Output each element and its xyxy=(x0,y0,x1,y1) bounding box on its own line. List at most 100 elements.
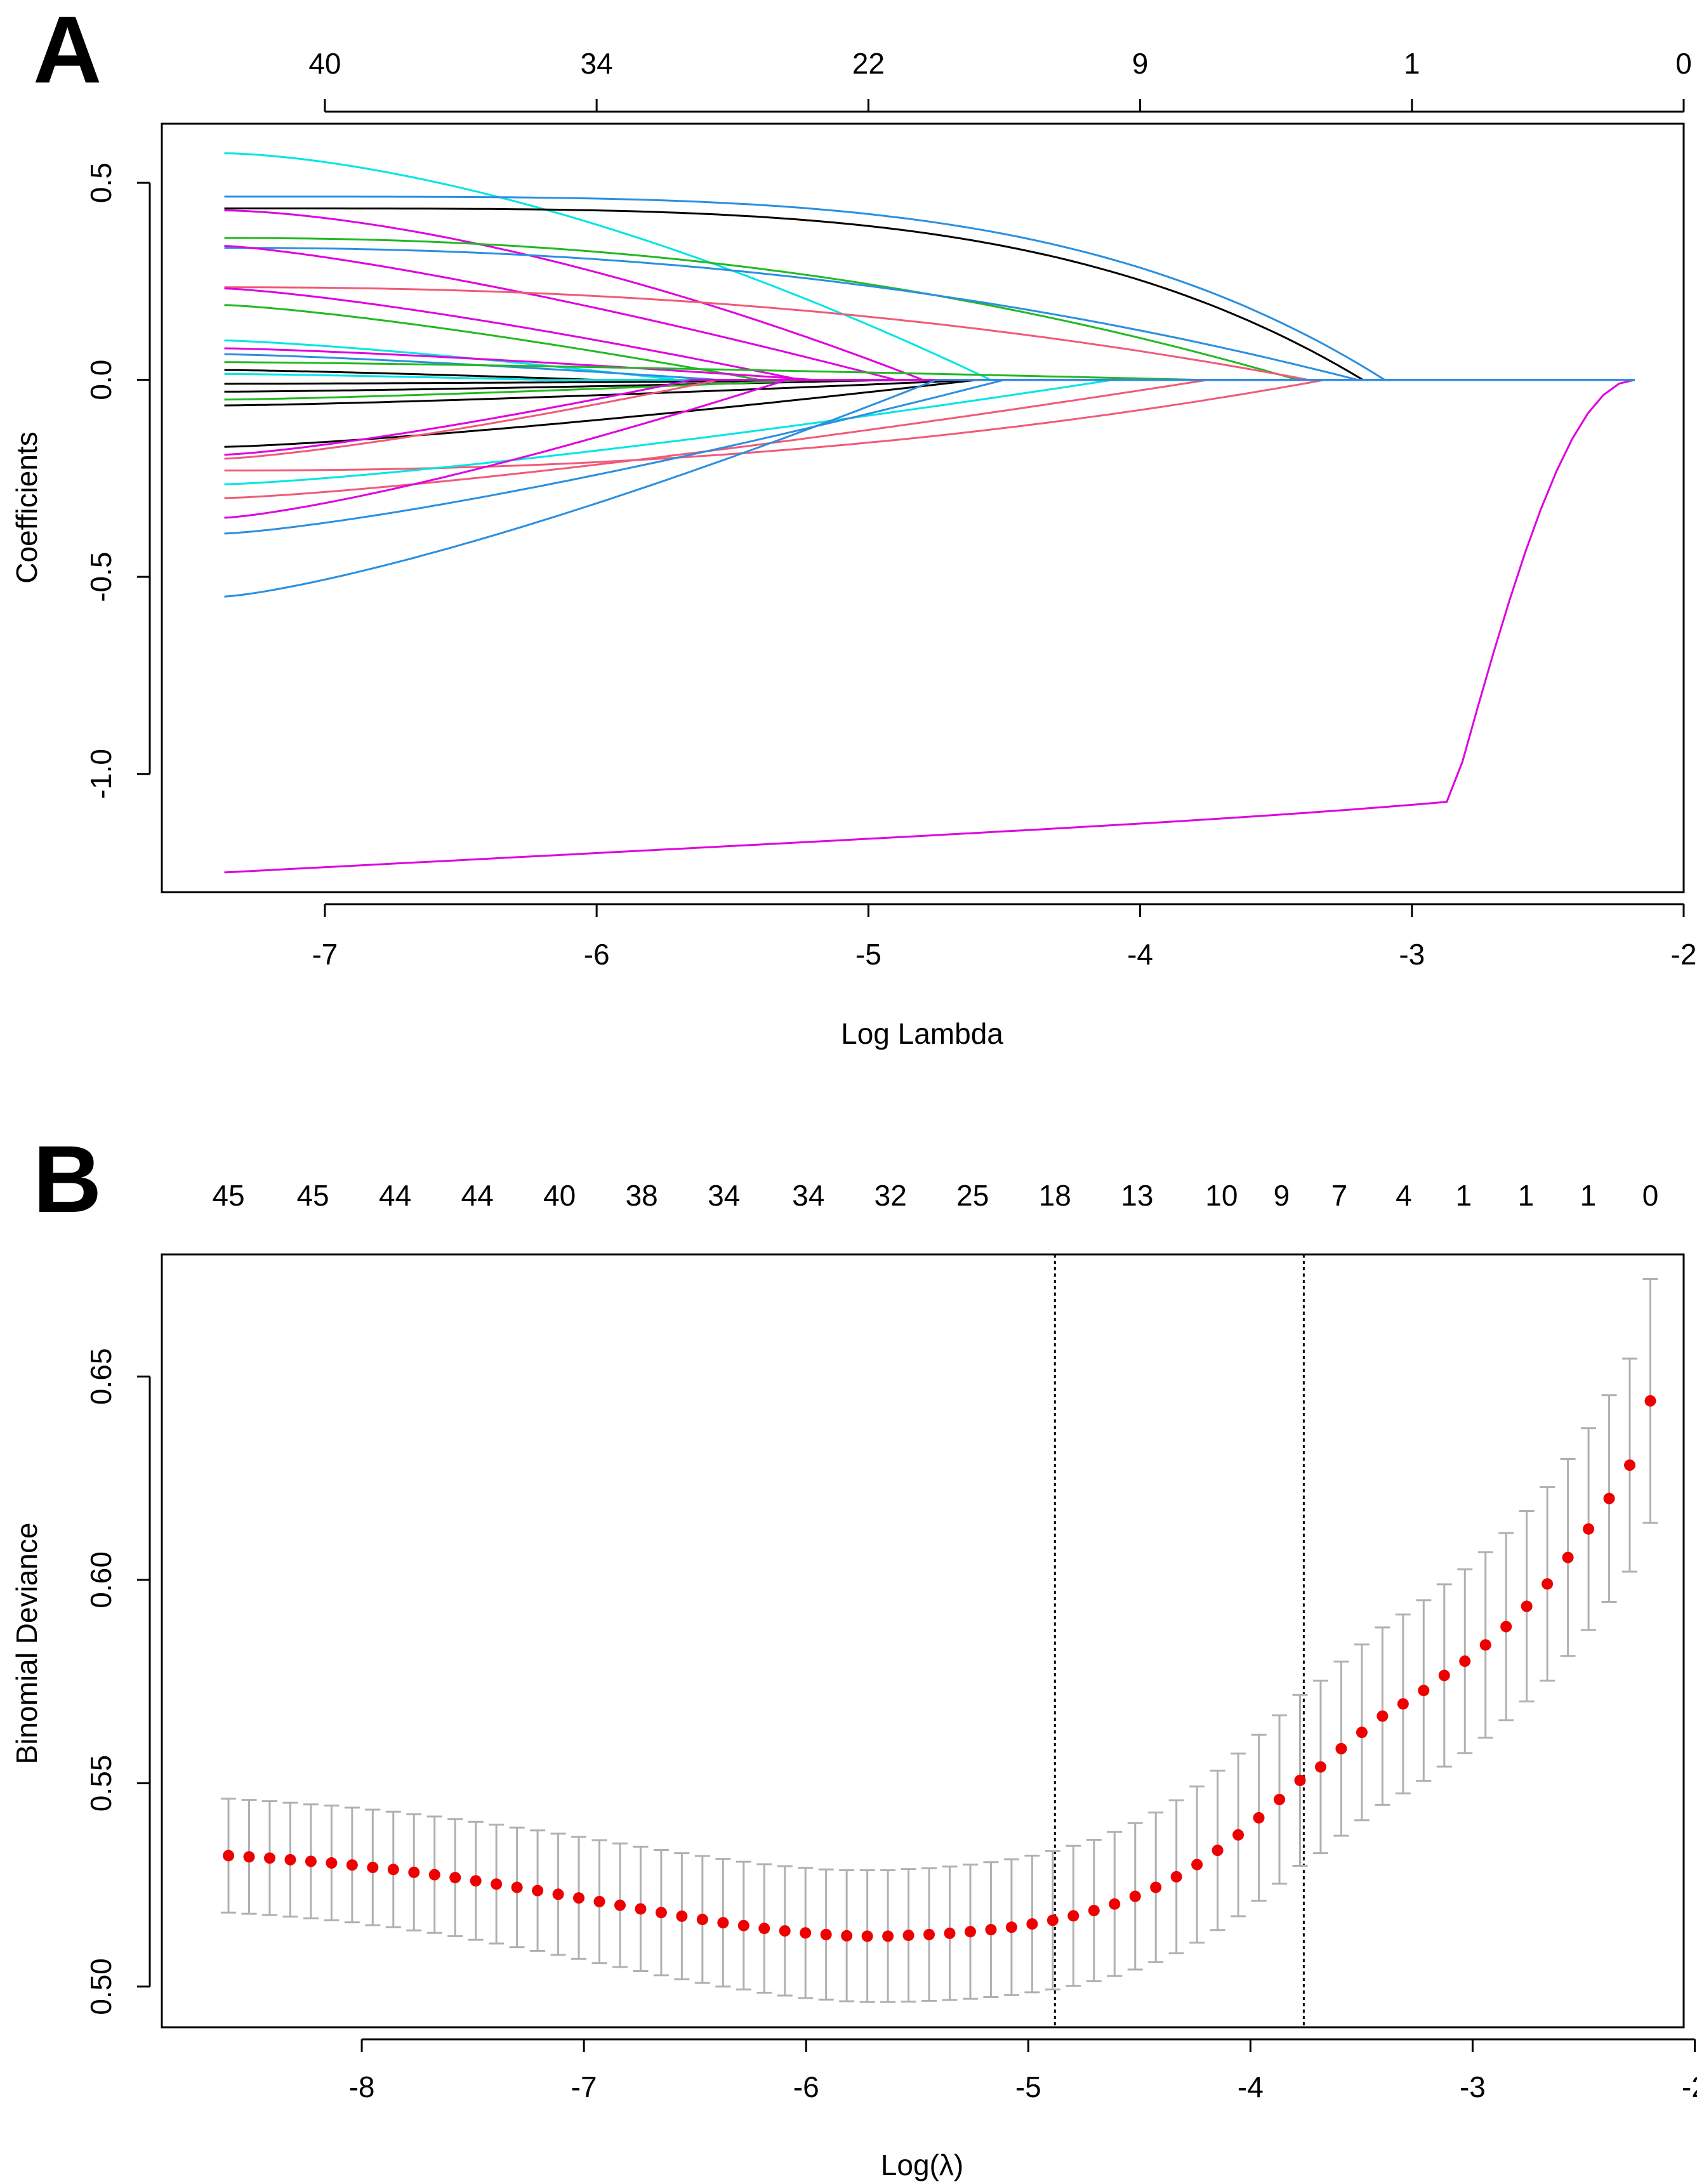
deviance-point xyxy=(326,1857,338,1869)
deviance-point xyxy=(1397,1698,1409,1710)
x-tick-label: -2 xyxy=(1671,938,1697,971)
deviance-point xyxy=(1644,1395,1656,1407)
deviance-point xyxy=(1500,1621,1512,1633)
panel-b-error-bars xyxy=(221,1277,1658,2003)
deviance-point xyxy=(1294,1774,1306,1786)
coef-path-24 xyxy=(224,379,1635,456)
top-count-label: 34 xyxy=(792,1179,824,1212)
panel-b-top-axis: 45 45 44 44 40 38 34 34 32 25 18 13 10 9 7 4 1 1 1 0 xyxy=(212,1179,1658,1212)
top-count-label: 45 xyxy=(212,1179,244,1212)
deviance-point xyxy=(573,1892,585,1904)
deviance-point xyxy=(1377,1710,1389,1722)
deviance-point xyxy=(532,1885,544,1897)
deviance-point xyxy=(449,1872,461,1884)
deviance-point xyxy=(737,1919,749,1931)
deviance-point xyxy=(841,1930,853,1942)
top-count-label: 44 xyxy=(461,1179,494,1212)
y-tick-label: 0.0 xyxy=(84,360,117,400)
deviance-point xyxy=(779,1925,791,1937)
deviance-point xyxy=(1005,1921,1017,1933)
y-tick-label: 0.60 xyxy=(84,1551,117,1608)
deviance-point xyxy=(1109,1898,1121,1910)
coef-path-15 xyxy=(224,361,1635,381)
deviance-point xyxy=(346,1859,358,1871)
deviance-point xyxy=(820,1928,832,1940)
deviance-point xyxy=(1232,1829,1245,1841)
deviance-point xyxy=(1521,1600,1533,1612)
coef-path-27 xyxy=(224,379,1635,499)
y-tick-label: -0.5 xyxy=(84,552,117,602)
coef-path-19 xyxy=(224,379,1635,393)
panel-b-letter: B xyxy=(33,1126,102,1232)
top-count-label: 45 xyxy=(296,1179,329,1212)
deviance-point xyxy=(1479,1639,1491,1651)
top-count-label: 1 xyxy=(1580,1179,1597,1212)
panel-b-points xyxy=(223,1395,1656,1942)
coef-path-25 xyxy=(224,379,1635,471)
panel-a-x-title: Log Lambda xyxy=(841,1017,1003,1050)
deviance-point xyxy=(408,1866,420,1878)
coef-path-26 xyxy=(224,379,1635,485)
deviance-point xyxy=(696,1914,708,1926)
coef-path-1 xyxy=(224,379,1635,874)
x-tick-label: -3 xyxy=(1399,938,1425,971)
x-tick-label: -7 xyxy=(312,938,338,971)
top-count-label: 7 xyxy=(1331,1179,1348,1212)
x-tick-label: -4 xyxy=(1238,2070,1264,2103)
y-tick-label: -1.0 xyxy=(84,749,117,799)
top-count-label: 18 xyxy=(1039,1179,1071,1212)
top-tick-label: 40 xyxy=(308,47,341,80)
deviance-point xyxy=(1356,1727,1368,1739)
deviance-point xyxy=(243,1851,255,1863)
panel-a-letter: A xyxy=(33,0,102,103)
deviance-point xyxy=(944,1927,956,1939)
deviance-point xyxy=(305,1855,317,1867)
deviance-point xyxy=(511,1881,523,1893)
top-tick-label: 9 xyxy=(1132,47,1149,80)
x-tick-label: -4 xyxy=(1127,938,1153,971)
coef-path-13 xyxy=(224,347,1635,381)
coef-path-7 xyxy=(224,247,1635,381)
deviance-point xyxy=(1150,1881,1162,1893)
deviance-point xyxy=(635,1903,647,1915)
deviance-point xyxy=(491,1878,503,1890)
x-tick-label: -5 xyxy=(1015,2070,1041,2103)
y-tick-label: 0.50 xyxy=(84,1958,117,2015)
deviance-point xyxy=(1418,1685,1430,1697)
coef-path-6 xyxy=(224,237,1635,381)
x-tick-label: -2 xyxy=(1682,2070,1697,2103)
coef-path-8 xyxy=(224,245,1635,381)
deviance-point xyxy=(1542,1578,1554,1590)
coef-path-5 xyxy=(224,209,1635,381)
coef-path-20 xyxy=(224,379,1635,401)
panel-a-x-axis: -7 -6 -5 -4 -3 -2 xyxy=(312,903,1697,971)
top-tick-label: 0 xyxy=(1675,47,1692,80)
deviance-point xyxy=(1170,1871,1182,1883)
coef-path-30 xyxy=(224,379,1635,598)
deviance-point xyxy=(985,1924,997,1936)
coef-path-29 xyxy=(224,379,1635,535)
top-tick-label: 22 xyxy=(852,47,885,80)
panel-a-series xyxy=(224,152,1635,874)
panel-b-lambda-lines xyxy=(1053,1254,1305,2027)
x-tick-label: -8 xyxy=(349,2070,375,2103)
panel-a-y-axis: 0.5 0.0 -0.5 -1.0 xyxy=(84,162,151,799)
coef-path-23 xyxy=(224,379,1635,460)
panel-b: B -8-7-6-5-4-3-2 0.500.550.600.65 454544… xyxy=(10,1126,1697,2181)
deviance-point xyxy=(1274,1794,1286,1806)
panel-b-y-axis: 0.50 0.55 0.60 0.65 xyxy=(84,1348,151,2015)
deviance-point xyxy=(593,1895,605,1907)
coef-path-17 xyxy=(224,372,1635,381)
x-tick-label: -3 xyxy=(1460,2070,1486,2103)
panel-b-x-title: Log(λ) xyxy=(881,2148,963,2181)
panel-b-plot-frame xyxy=(161,1253,1685,2029)
panel-a-y-title: Coefficients xyxy=(10,431,43,584)
top-count-label: 40 xyxy=(543,1179,576,1212)
y-tick-label: 0.65 xyxy=(84,1348,117,1405)
deviance-point xyxy=(1603,1492,1615,1504)
deviance-point xyxy=(1459,1655,1471,1668)
panel-b-x-axis: -8 -7 -6 -5 -4 -3 -2 xyxy=(349,2038,1697,2103)
deviance-point xyxy=(1314,1761,1326,1773)
coef-path-21 xyxy=(224,379,1635,407)
top-count-label: 38 xyxy=(626,1179,658,1212)
